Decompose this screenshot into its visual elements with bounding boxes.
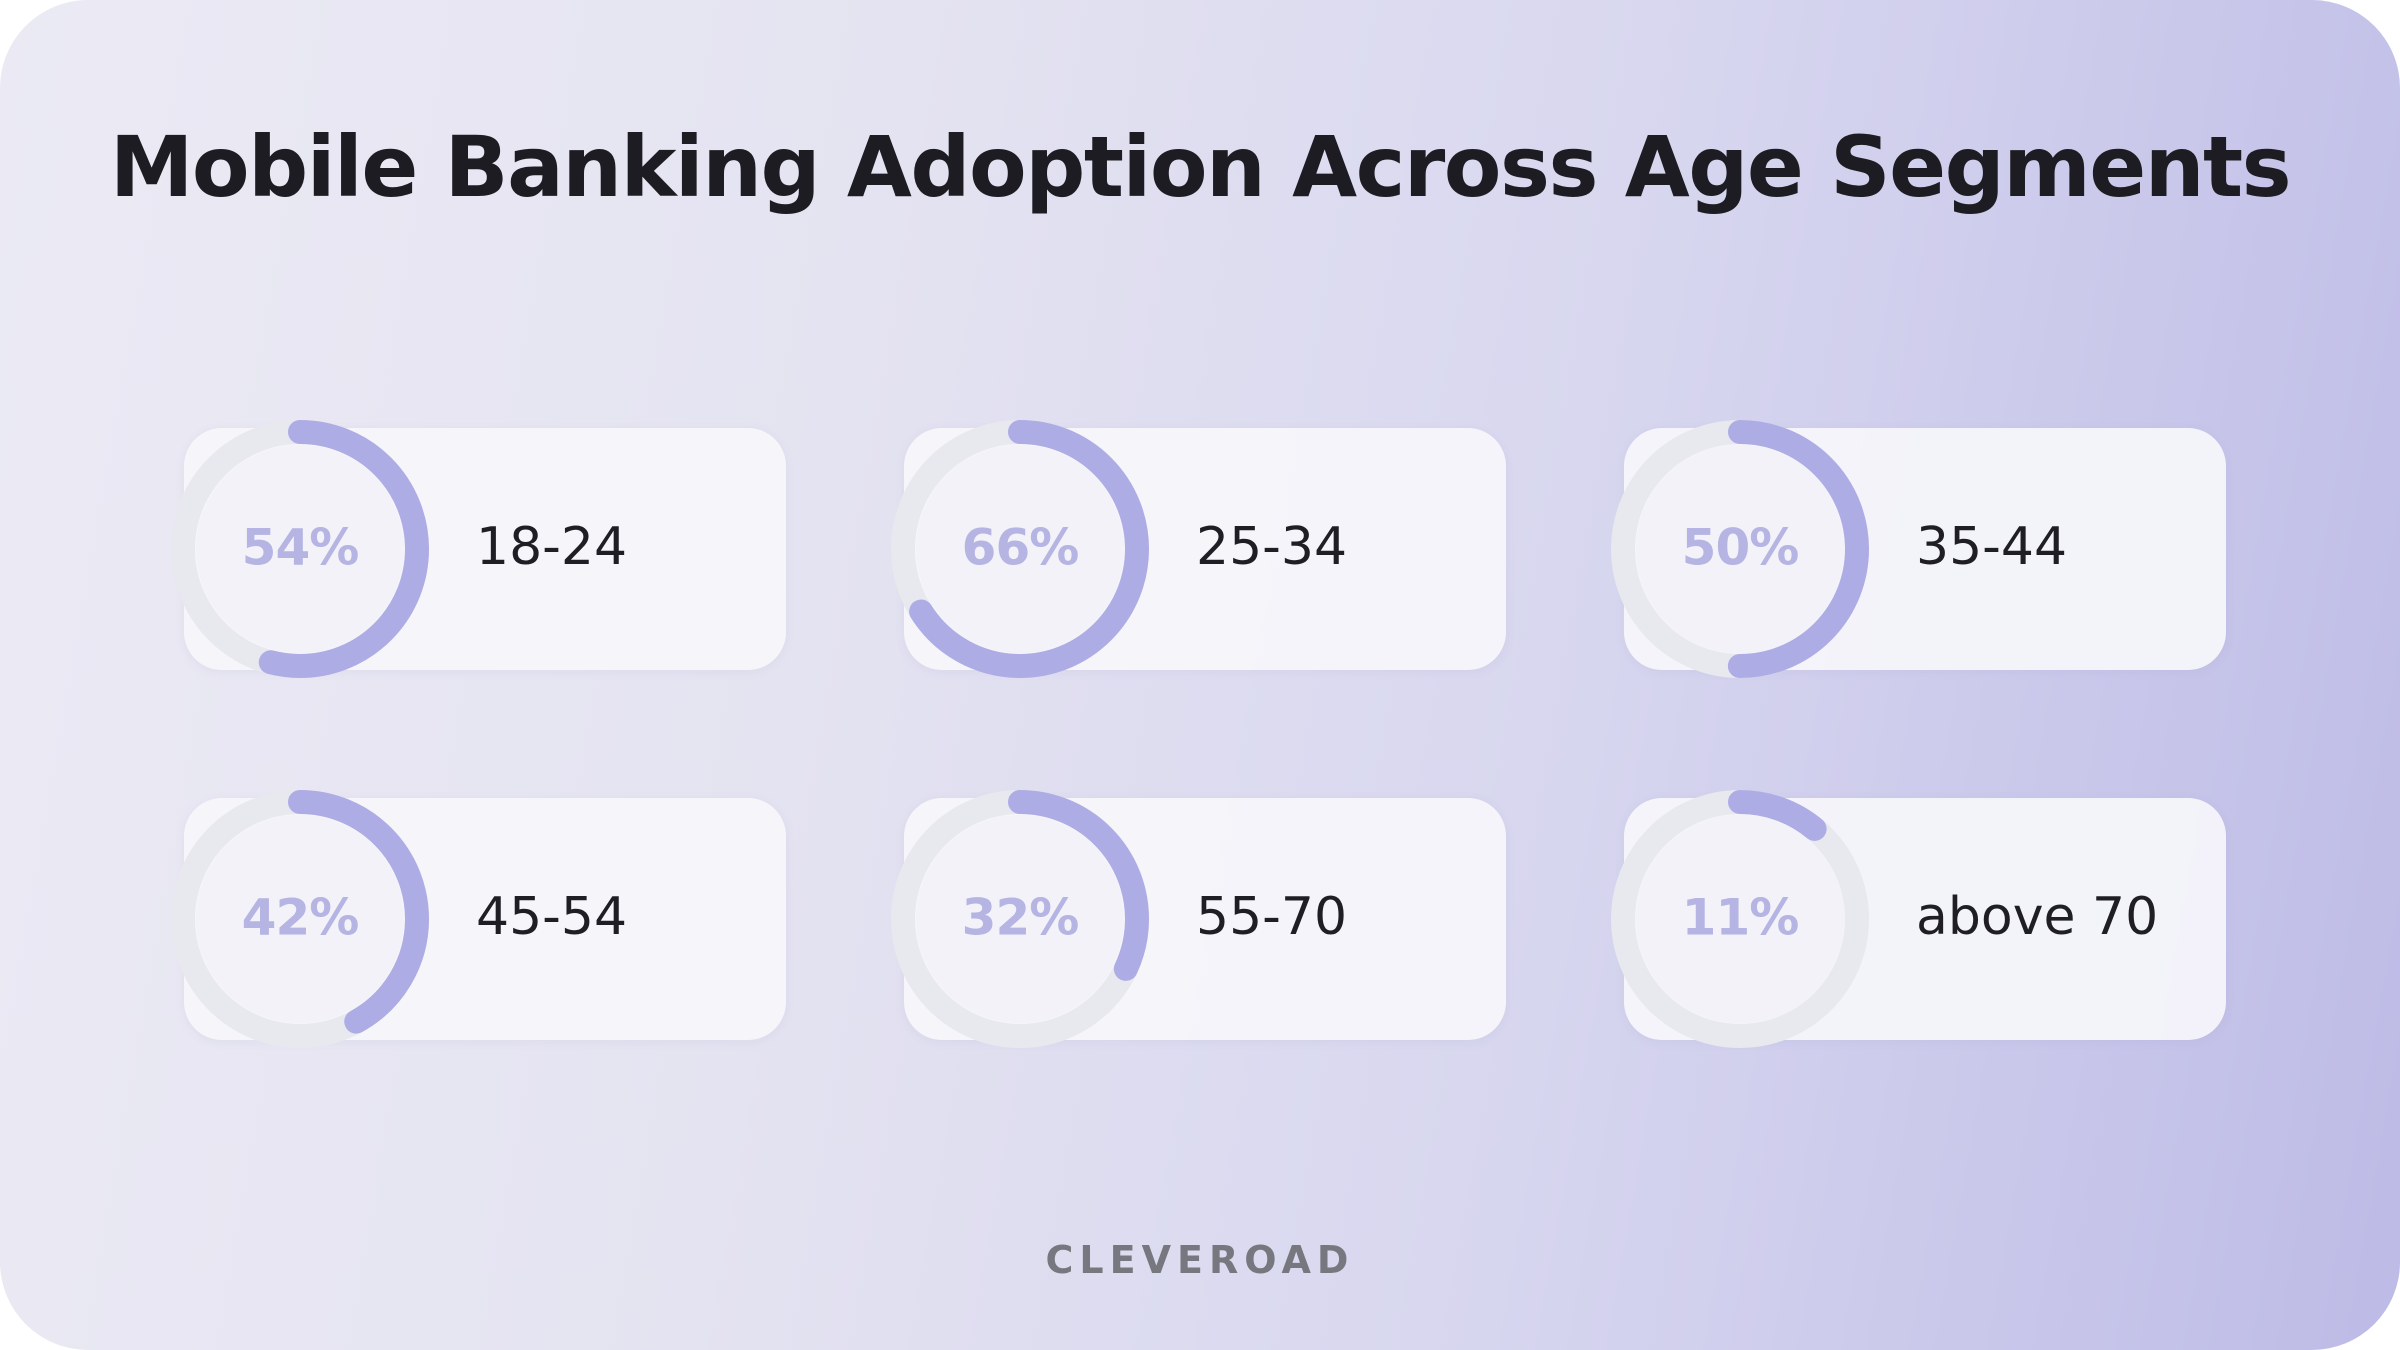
brand-logo: CLEVEROAD: [1045, 1238, 1355, 1282]
donut-inner: [1636, 815, 1844, 1023]
donut-svg: 11%: [1611, 790, 1869, 1048]
percent-label: 54%: [242, 519, 359, 577]
age-segment-label: 45-54: [476, 887, 628, 947]
percent-label: 50%: [1682, 519, 1799, 577]
age-segment-label: 18-24: [476, 517, 628, 577]
donut-arc: [171, 420, 429, 678]
donut-svg: 42%: [171, 790, 429, 1048]
donut-arc: [1611, 420, 1869, 678]
donut-chart: 32%: [890, 789, 1150, 1049]
donut-svg: 54%: [171, 420, 429, 678]
donut-chart: 11%: [1610, 789, 1870, 1049]
percent-label: 66%: [962, 519, 1079, 577]
donut-svg: 66%: [891, 420, 1149, 678]
age-segment-label: 25-34: [1196, 517, 1348, 577]
donut-arc: [171, 790, 429, 1048]
donut-arc: [1611, 790, 1869, 1048]
donut-inner: [1636, 445, 1844, 653]
donut-chart: 42%: [170, 789, 430, 1049]
age-segment-label: 35-44: [1916, 517, 2068, 577]
percent-label: 42%: [242, 889, 359, 947]
percent-label: 32%: [962, 889, 1079, 947]
donut-chart: 54%: [170, 419, 430, 679]
donut-inner: [916, 815, 1124, 1023]
donut-arc: [891, 790, 1149, 1048]
donut-arc: [891, 420, 1149, 678]
donut-chart: 66%: [890, 419, 1150, 679]
donut-chart: 50%: [1610, 419, 1870, 679]
donut-inner: [196, 445, 404, 653]
age-segment-label: above 70: [1916, 887, 2159, 947]
donut-inner: [916, 445, 1124, 653]
chart-title: Mobile Banking Adoption Across Age Segme…: [109, 118, 2292, 216]
donut-svg: 50%: [1611, 420, 1869, 678]
age-segment-label: 55-70: [1196, 887, 1348, 947]
donut-inner: [196, 815, 404, 1023]
percent-label: 11%: [1682, 889, 1799, 947]
donut-svg: 32%: [891, 790, 1149, 1048]
